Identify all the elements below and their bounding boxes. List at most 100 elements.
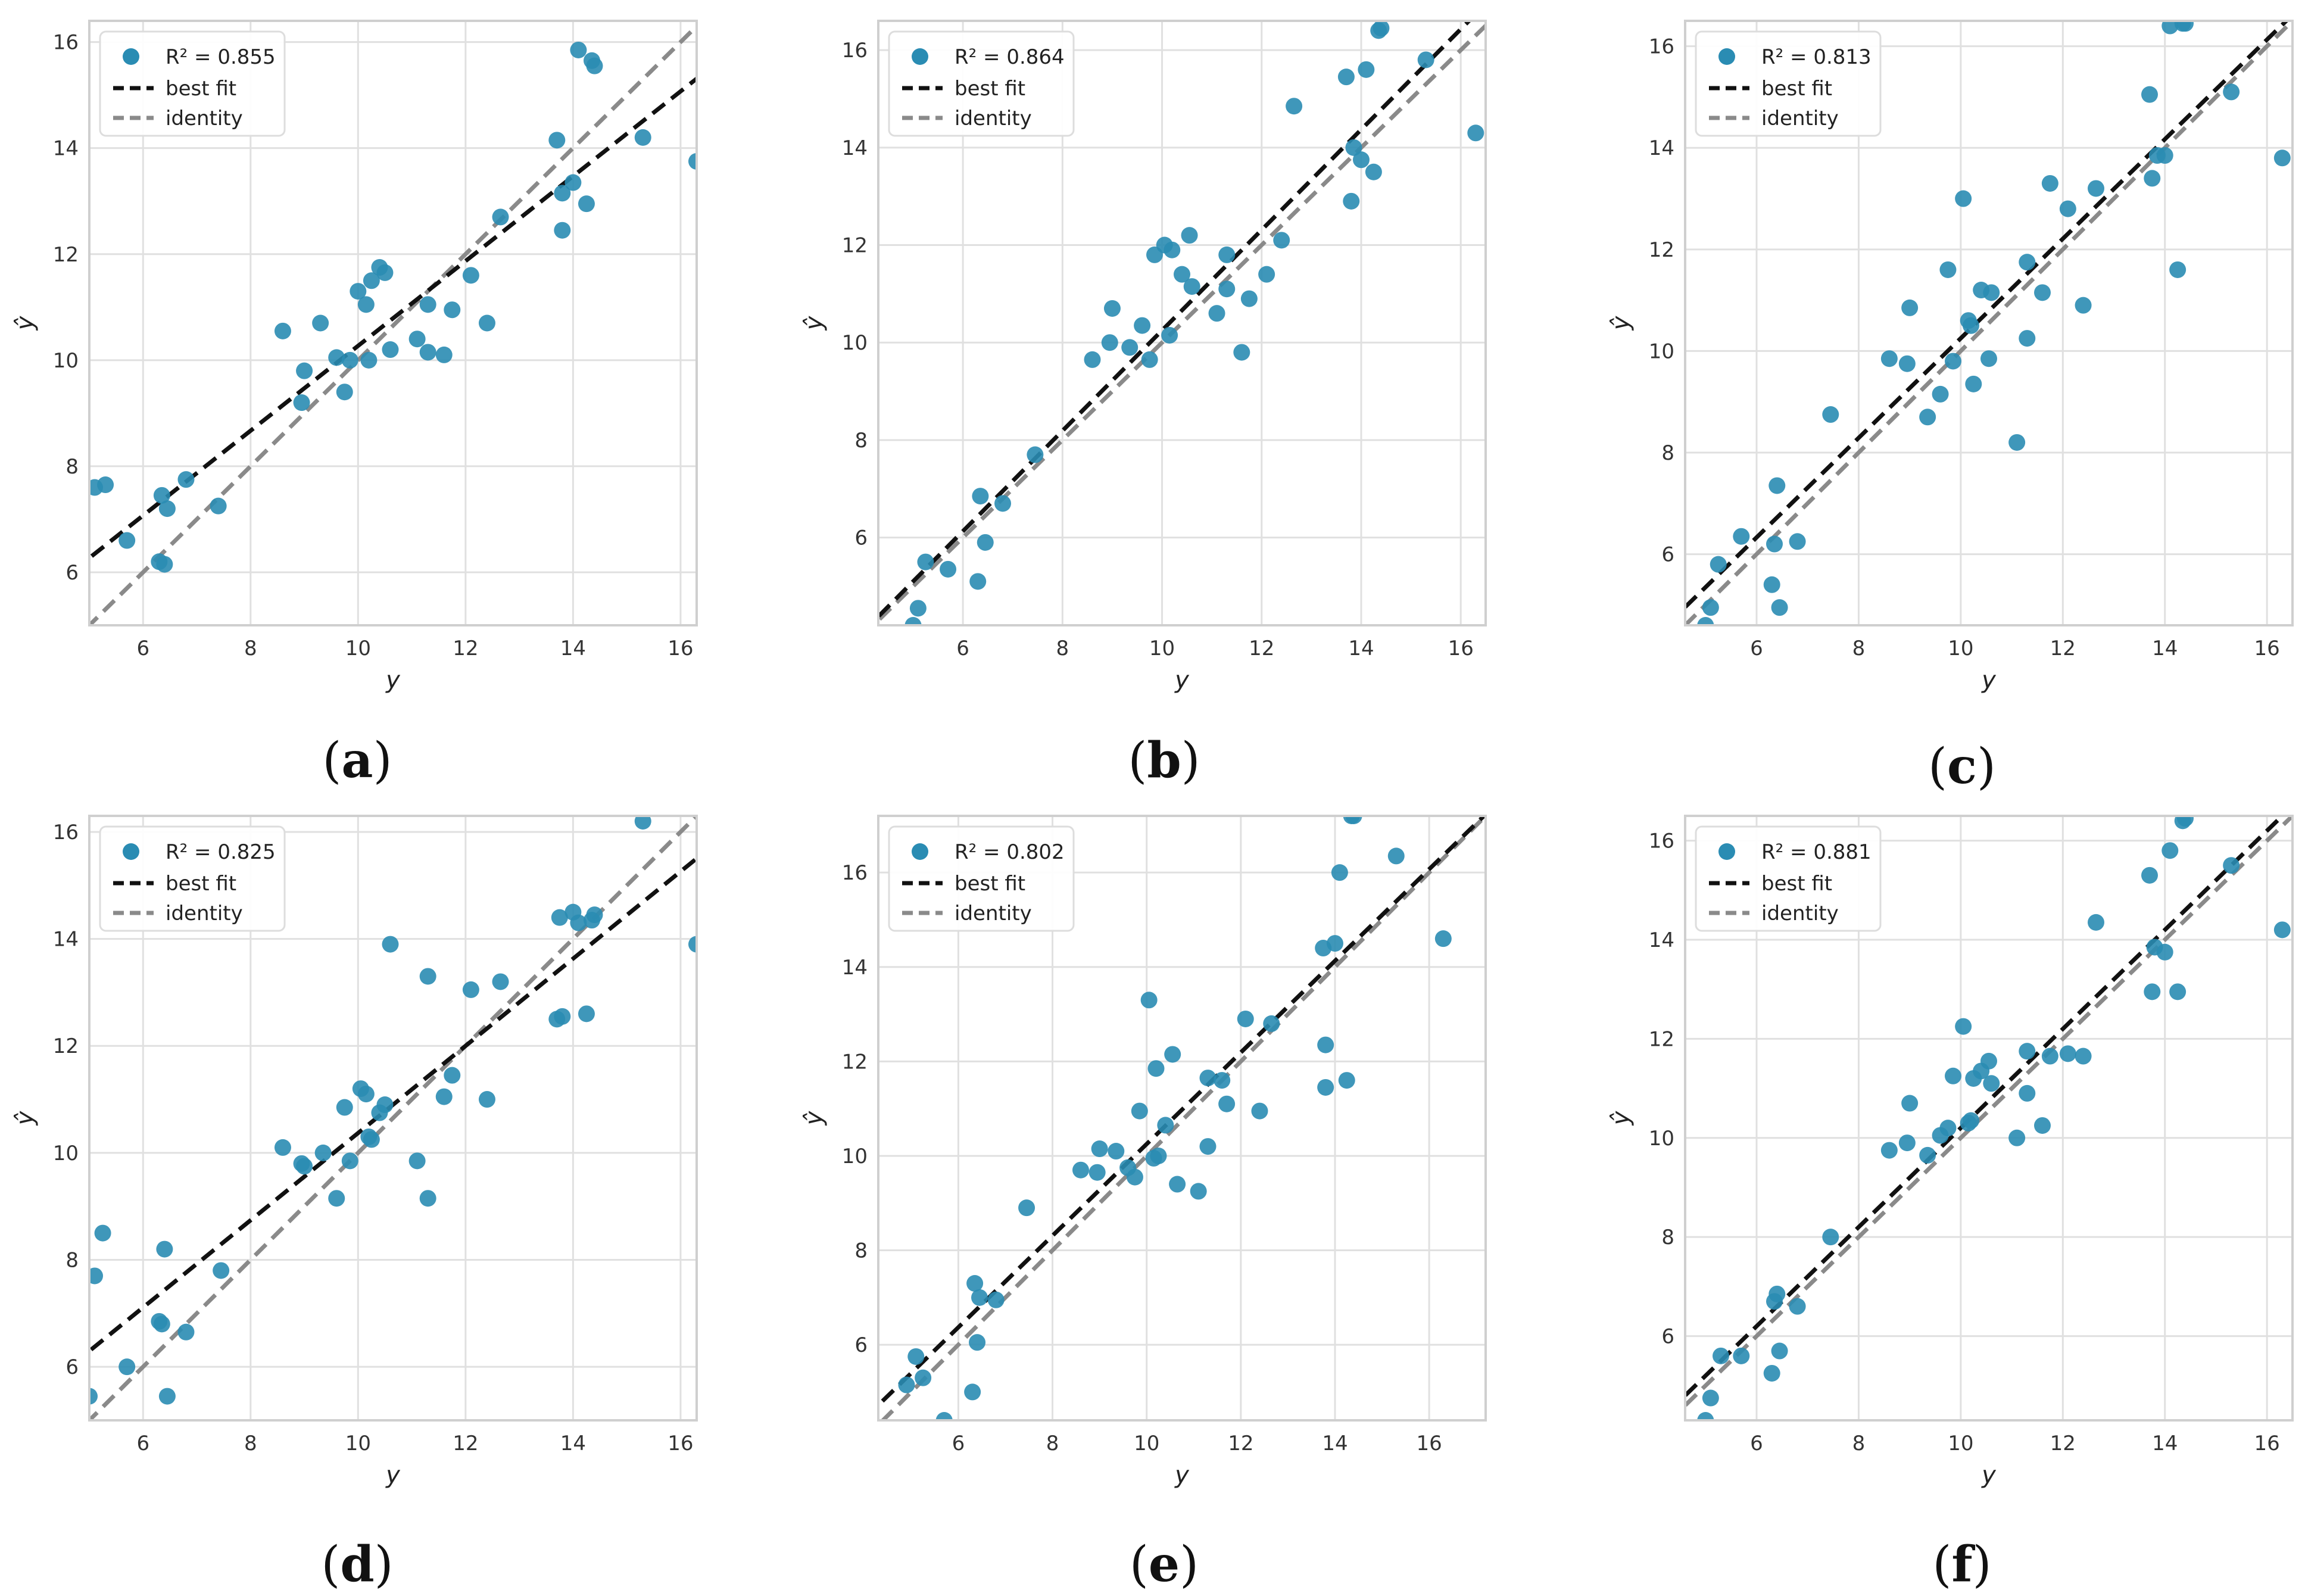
data-point [1898,355,1916,372]
x-tick-label: 10 [1149,637,1175,660]
data-point [478,1091,495,1108]
panel-label: (d) [321,1536,393,1593]
x-tick-label: 16 [2254,1432,2280,1455]
data-point [1164,1046,1181,1063]
panel-b: 6 8 10 12 14 16 6 8 10 12 14 16 y ŷ R² = 0.864 best fit… [800,20,1487,789]
data-point [987,1291,1005,1308]
y-tick-label: 12 [1649,238,1674,262]
panel-label-letter: c [1947,738,1977,795]
y-tick-label: 8 [854,1239,868,1263]
data-point [363,272,380,289]
data-point [350,283,367,300]
data-point [156,1240,173,1258]
data-point [898,1376,915,1394]
data-point [419,1190,436,1207]
data-point [94,1224,111,1242]
plot-frame [877,20,1487,626]
data-point [363,1131,380,1148]
scatter-points [89,41,697,573]
legend-box [99,30,286,137]
x-tick-label: 10 [1948,1432,1973,1455]
y-tick-label: 10 [53,349,79,373]
data-point [2144,983,2161,1000]
legend-box [888,30,1075,137]
data-point [1218,1095,1236,1112]
data-point [2161,21,2179,35]
data-point [2034,284,2051,301]
x-axis-label: y [1174,1461,1190,1489]
data-point [1240,290,1258,307]
legend-marker-points [912,843,928,860]
x-tick-label: 12 [453,637,478,660]
data-point [1983,1075,2000,1092]
data-point [357,1086,375,1103]
data-point [1331,864,1348,881]
x-tick-label: 10 [345,637,371,660]
legend-marker-points [1718,843,1735,860]
data-point [274,1139,291,1156]
x-tick-label: 12 [1249,637,1274,660]
data-point [357,296,375,313]
legend-marker-points [123,48,139,65]
legend-best-fit-label: best fit [1761,77,1832,101]
panel-label-open: ( [1130,1536,1149,1593]
data-point [293,394,310,412]
panel-label-letter: a [341,732,373,789]
y-tick-label: 16 [842,39,868,63]
y-tick-label: 14 [53,928,79,952]
best-fit-line [878,21,1472,620]
data-point [1768,477,1786,494]
y-tick-label: 8 [1661,441,1674,465]
legend-box [888,825,1075,932]
y-tick-label: 6 [1661,1325,1674,1349]
identity-line [878,23,1486,624]
data-point [408,331,426,348]
y-tick-label: 14 [1649,928,1674,952]
y-tick-label: 16 [53,31,79,55]
y-tick-label: 16 [1649,830,1674,853]
identity-line [1685,816,2292,1408]
data-point [634,816,651,830]
panel-c: 6 8 10 12 14 16 6 8 10 12 14 16 y ŷ R² = 0.813 best fit… [1607,20,2294,795]
data-point [1121,339,1139,356]
legend-box [99,825,286,932]
x-tick-label: 6 [952,1432,965,1455]
data-point [1233,344,1250,361]
panel-label-close: ) [373,732,392,789]
fit-lines [878,21,1486,624]
data-point [296,362,313,379]
legend-identity-label: identity [166,902,243,925]
data-point [419,296,436,313]
x-tick-label: 8 [1056,637,1069,660]
x-tick-label: 6 [1750,637,1763,660]
data-point [2008,1129,2026,1146]
panel-label-letter: f [1951,1536,1975,1593]
data-point [1027,446,1044,463]
x-tick-label: 14 [560,1432,586,1455]
data-point [1088,1164,1106,1181]
y-tick-label: 12 [53,243,79,267]
data-point [2177,816,2194,827]
data-point [1789,533,1806,550]
data-point [969,1334,986,1351]
y-tick-label: 14 [842,956,868,980]
data-point [1822,406,1839,423]
data-point [1251,1102,1268,1120]
legend-best-fit-label: best fit [166,77,236,101]
panel-label-open: ( [322,732,341,789]
data-point [2273,149,2291,167]
panel-label-close: ) [1973,1536,1992,1593]
data-point [1733,1347,1750,1364]
data-point [1771,1342,1788,1360]
data-point [2169,983,2187,1000]
data-point [1169,1176,1186,1193]
data-point [1945,1067,1961,1084]
panel-label-letter: b [1147,732,1181,789]
x-tick-label: 6 [956,637,969,660]
data-point [1199,1138,1217,1155]
data-point [2019,330,2036,347]
panel-label: (c) [1928,738,1996,795]
x-axis-label: y [1174,666,1190,694]
panel-label: (e) [1130,1536,1199,1593]
y-tick-label: 6 [1661,543,1674,567]
